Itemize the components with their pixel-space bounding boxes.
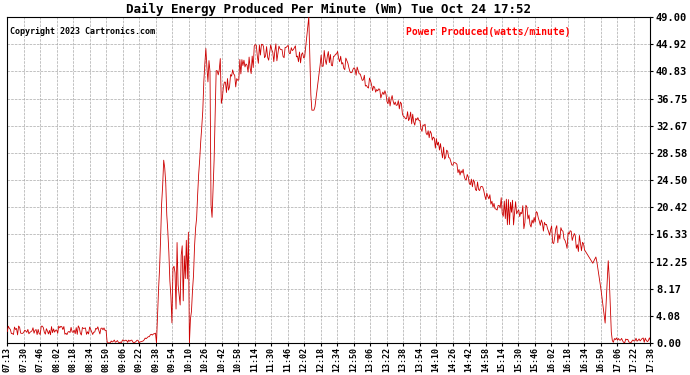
Text: Power Produced(watts/minute): Power Produced(watts/minute): [406, 27, 571, 37]
Title: Daily Energy Produced Per Minute (Wm) Tue Oct 24 17:52: Daily Energy Produced Per Minute (Wm) Tu…: [126, 3, 531, 16]
Text: Copyright 2023 Cartronics.com: Copyright 2023 Cartronics.com: [10, 27, 155, 36]
